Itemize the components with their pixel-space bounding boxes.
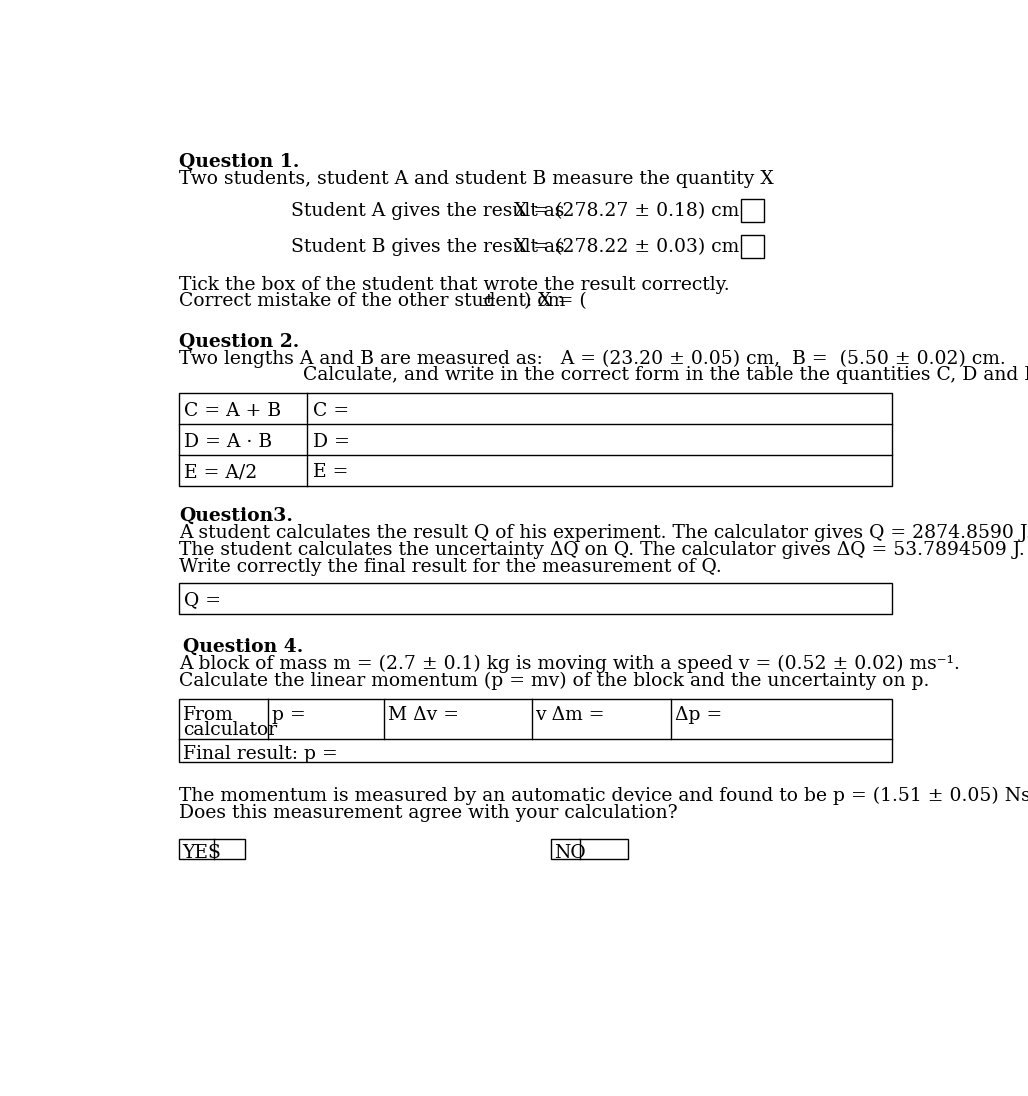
Text: Question3.: Question3. bbox=[179, 507, 293, 525]
Text: ±: ± bbox=[481, 293, 497, 310]
Bar bbox=[741, 199, 764, 222]
Text: X = (278.22 ± 0.03) cm: X = (278.22 ± 0.03) cm bbox=[514, 238, 740, 255]
Text: ) cm: ) cm bbox=[523, 293, 565, 310]
Text: Student B gives the result as: Student B gives the result as bbox=[291, 238, 564, 255]
Text: D = A · B: D = A · B bbox=[184, 433, 271, 450]
Text: The student calculates the uncertainty ΔQ on Q. The calculator gives ΔQ = 53.789: The student calculates the uncertainty Δ… bbox=[179, 541, 1025, 559]
Text: Tick the box of the student that wrote the result correctly.: Tick the box of the student that wrote t… bbox=[179, 276, 730, 295]
Text: Student A gives the result as: Student A gives the result as bbox=[291, 203, 564, 220]
Text: Δp =: Δp = bbox=[674, 706, 722, 724]
Bar bbox=[179, 583, 892, 614]
Bar bbox=[551, 840, 628, 859]
Text: E =: E = bbox=[313, 464, 348, 481]
Text: v Δm =: v Δm = bbox=[536, 706, 604, 724]
Text: Final result: p =: Final result: p = bbox=[183, 745, 337, 763]
Text: p =: p = bbox=[271, 706, 305, 724]
Text: Calculate, and write in the correct form in the table the quantities C, D and E:: Calculate, and write in the correct form… bbox=[303, 366, 1028, 385]
Bar bbox=[179, 840, 245, 859]
Text: Calculate the linear momentum (p = mv) of the block and the uncertainty on p.: Calculate the linear momentum (p = mv) o… bbox=[179, 672, 929, 690]
Text: X = (278.27 ± 0.18) cm: X = (278.27 ± 0.18) cm bbox=[514, 203, 740, 220]
Text: C = A + B: C = A + B bbox=[184, 402, 281, 420]
Text: Two lengths A and B are measured as:   A = (23.20 ± 0.05) cm,  B =  (5.50 ± 0.02: Two lengths A and B are measured as: A =… bbox=[179, 350, 1005, 367]
Text: Question 2.: Question 2. bbox=[179, 332, 299, 351]
Text: D =: D = bbox=[313, 433, 350, 450]
Text: The momentum is measured by an automatic device and found to be p = (1.51 ± 0.05: The momentum is measured by an automatic… bbox=[179, 787, 1028, 806]
Text: A student calculates the result Q of his experiment. The calculator gives Q = 28: A student calculates the result Q of his… bbox=[179, 524, 1028, 543]
Text: NO: NO bbox=[554, 844, 586, 861]
Text: Question 4.: Question 4. bbox=[183, 638, 303, 657]
Text: From: From bbox=[183, 706, 233, 724]
Bar bbox=[741, 235, 764, 258]
Text: Q =: Q = bbox=[184, 591, 221, 609]
Text: C =: C = bbox=[313, 402, 350, 420]
Bar bbox=[179, 699, 892, 762]
Text: calculator: calculator bbox=[183, 720, 277, 739]
Text: Two students, student A and student B measure the quantity X: Two students, student A and student B me… bbox=[179, 170, 774, 189]
Text: Does this measurement agree with your calculation?: Does this measurement agree with your ca… bbox=[179, 803, 677, 822]
Text: Write correctly the final result for the measurement of Q.: Write correctly the final result for the… bbox=[179, 558, 722, 576]
Text: YES: YES bbox=[182, 844, 221, 861]
Text: Correct mistake of the other student: X = (: Correct mistake of the other student: X … bbox=[179, 293, 587, 310]
Text: M Δv =: M Δv = bbox=[389, 706, 460, 724]
Bar bbox=[179, 393, 892, 486]
Text: A block of mass m = (2.7 ± 0.1) kg is moving with a speed v = (0.52 ± 0.02) ms⁻¹: A block of mass m = (2.7 ± 0.1) kg is mo… bbox=[179, 655, 960, 673]
Text: Question 1.: Question 1. bbox=[179, 153, 299, 171]
Text: E = A/2: E = A/2 bbox=[184, 464, 257, 481]
